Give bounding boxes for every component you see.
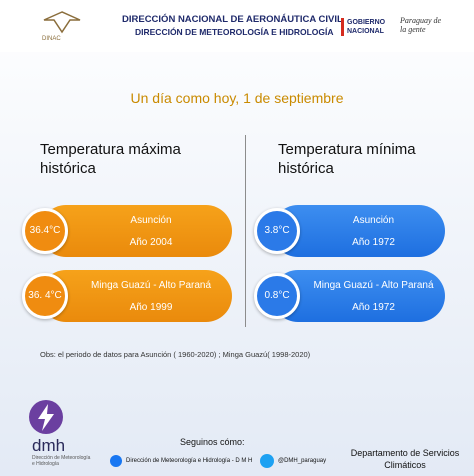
dinac-emblem [43, 11, 81, 34]
record-year: Año 1999 [129, 302, 173, 313]
record-value: 0.8°C [254, 273, 300, 319]
facebook-icon [110, 455, 122, 467]
brand-sub: Dirección de Meteorología e Hidrología [32, 455, 91, 467]
dmh-icon [29, 400, 63, 434]
record-value: 36. 4°C [22, 273, 68, 319]
subtitle: Un día como hoy, 1 de septiembre [130, 90, 344, 106]
record-year: Año 1972 [352, 237, 395, 248]
gov-logo: GOBIERNO NACIONAL [341, 18, 389, 36]
record-value: 36.4°C [22, 208, 68, 254]
org-line: DIRECCIÓN NACIONAL DE AERONÁUTICA CIVIL [122, 14, 343, 25]
slogan: Paraguay de la gente [400, 16, 442, 34]
record-card: Asunción Año 2004 [40, 205, 232, 257]
twitter-icon [260, 454, 274, 468]
record-year: Año 1972 [352, 302, 395, 313]
twitter-link[interactable]: @DMH_paraguay [278, 458, 327, 464]
record-card: Asunción Año 1972 [272, 205, 445, 257]
divider [245, 135, 246, 327]
section-heading: Temperatura máxima histórica [40, 141, 181, 177]
record-card: Minga Guazú - Alto Paraná Año 1972 [272, 270, 445, 322]
department: Departamento de Servicios Climáticos [350, 448, 460, 470]
brand: dmh [32, 436, 66, 455]
record-place: Minga Guazú - Alto Paraná [313, 280, 434, 291]
record-place: Asunción [352, 215, 395, 226]
note: Obs: el periodo de datos para Asunción (… [40, 350, 311, 359]
record-place: Asunción [130, 215, 172, 226]
org-line: DIRECCIÓN DE METEOROLOGÍA E HIDROLOGÍA [135, 27, 334, 37]
logo-text: DINAC [42, 36, 61, 42]
section-heading: Temperatura mínima histórica [278, 141, 416, 177]
record-place: Minga Guazú - Alto Paraná [90, 280, 212, 291]
record-year: Año 2004 [129, 237, 173, 248]
header-band [0, 0, 474, 52]
record-card: Minga Guazú - Alto Paraná Año 1999 [40, 270, 232, 322]
record-value: 3.8°C [254, 208, 300, 254]
follow-label: Seguinos cómo: [180, 437, 245, 447]
facebook-link[interactable]: Dirección de Meteorología e Hidrología -… [126, 458, 253, 464]
